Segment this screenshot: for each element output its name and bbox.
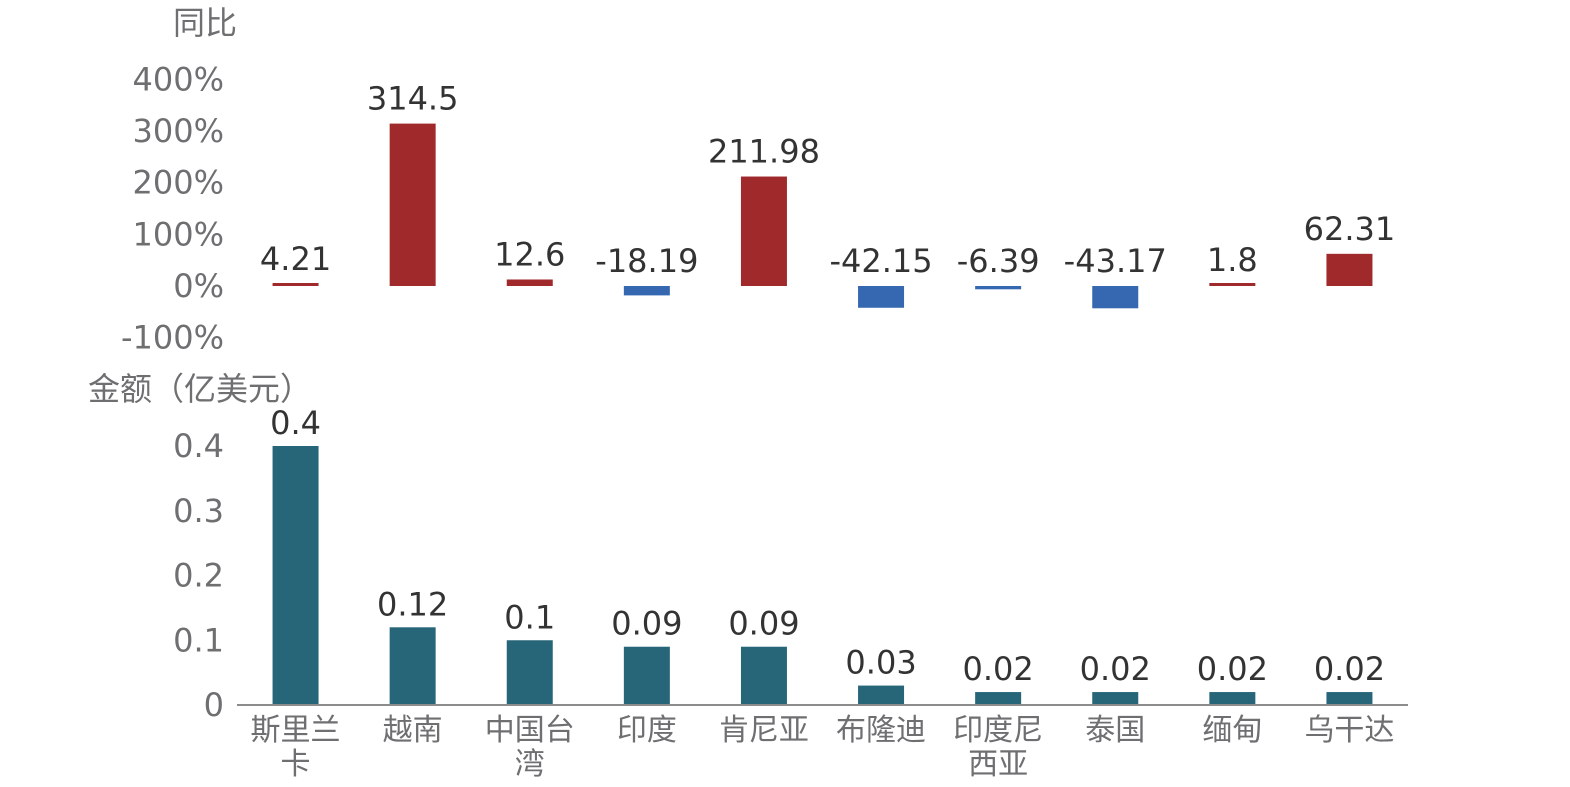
- x-tick-label: 乌干达: [1304, 713, 1394, 748]
- x-tick-label: 肯尼亚: [719, 713, 809, 748]
- yoy-data-label: 1.8: [1207, 241, 1258, 279]
- yoy-bar: [740, 176, 787, 286]
- amount-y-tick: 0.1: [173, 621, 224, 659]
- yoy-bar: [1326, 253, 1373, 286]
- yoy-bar: [1209, 283, 1256, 286]
- yoy-y-tick: 200%: [133, 164, 224, 202]
- x-tick-label: 斯里兰卡: [251, 713, 341, 782]
- amount-bar: [1092, 692, 1139, 705]
- amount-data-labels: 0.4 0.12 0.1 0.09 0.09 0.03 0.02 0.02 0.02 0.02: [270, 404, 1385, 688]
- yoy-y-tick: 0%: [173, 267, 224, 305]
- yoy-y-tick: 100%: [133, 215, 224, 253]
- amount-bar: [1209, 692, 1256, 705]
- yoy-data-label: 62.31: [1304, 210, 1396, 248]
- yoy-bar: [389, 123, 436, 287]
- x-tick-label: 缅甸: [1202, 713, 1262, 748]
- amount-bar: [1326, 692, 1373, 705]
- amount-bar: [975, 692, 1022, 705]
- yoy-data-labels: 4.21 314.5 12.6 -18.19 211.98 -42.15 -6.39 -43.…: [260, 80, 1395, 280]
- amount-bar: [389, 627, 436, 705]
- yoy-data-label: 314.5: [367, 80, 459, 118]
- amount-panel: 金额（亿美元） 0.4 0.3 0.2 0.1 0 0.4 0.12 0.1 0.09 0.09…: [88, 370, 1408, 782]
- amount-y-tick: 0: [204, 686, 224, 724]
- amount-bar: [623, 646, 670, 705]
- yoy-y-tick: -100%: [121, 319, 224, 357]
- yoy-bar: [623, 286, 670, 296]
- yoy-data-label: -42.15: [829, 242, 932, 280]
- yoy-y-tick: 300%: [133, 112, 224, 150]
- x-tick-label: 印度: [617, 713, 677, 748]
- x-tick-label: 印度尼西亚: [953, 713, 1043, 782]
- yoy-bars: [272, 123, 1373, 309]
- amount-bar: [272, 446, 319, 705]
- amount-y-tick: 0.2: [173, 557, 224, 595]
- yoy-y-ticks: 400% 300% 200% 100% 0% -100%: [121, 60, 224, 356]
- amount-data-label: 0.02: [1197, 650, 1268, 688]
- amount-bar: [506, 640, 553, 705]
- amount-y-tick: 0.4: [173, 427, 224, 465]
- amount-bar: [740, 646, 787, 705]
- x-tick-label: 中国台湾: [485, 713, 575, 782]
- amount-data-label: 0.12: [377, 585, 448, 623]
- amount-data-label: 0.09: [728, 605, 799, 643]
- x-tick-label: 泰国: [1085, 713, 1145, 748]
- yoy-data-label: -6.39: [957, 242, 1040, 280]
- yoy-bar: [858, 286, 905, 308]
- x-tick-label: 布隆迪: [836, 713, 926, 748]
- yoy-data-label: 211.98: [708, 133, 820, 171]
- yoy-data-label: -43.17: [1064, 242, 1167, 280]
- amount-data-label: 0.4: [270, 404, 321, 442]
- yoy-bar: [1092, 286, 1139, 309]
- yoy-panel: 同比 400% 300% 200% 100% 0% -100% 4.21 314.5 12.6…: [121, 4, 1395, 357]
- amount-data-label: 0.02: [1314, 650, 1385, 688]
- amount-data-label: 0.03: [845, 644, 916, 682]
- yoy-bar: [975, 286, 1022, 290]
- yoy-data-label: -18.19: [595, 242, 698, 280]
- yoy-data-label: 12.6: [494, 235, 565, 273]
- amount-data-label: 0.02: [1080, 650, 1151, 688]
- x-tick-labels: 斯里兰卡 越南 中国台湾 印度 肯尼亚 布隆迪 印度尼西亚 泰国 缅甸 乌干达: [251, 713, 1395, 782]
- x-tick-label: 越南: [383, 713, 443, 748]
- amount-data-label: 0.09: [611, 605, 682, 643]
- amount-data-label: 0.02: [963, 650, 1034, 688]
- amount-axis-label: 金额（亿美元）: [88, 370, 312, 408]
- yoy-y-tick: 400%: [133, 60, 224, 98]
- amount-y-ticks: 0.4 0.3 0.2 0.1 0: [173, 427, 224, 724]
- amount-bar: [858, 685, 905, 705]
- amount-data-label: 0.1: [504, 598, 555, 636]
- yoy-bar: [272, 283, 319, 286]
- amount-y-tick: 0.3: [173, 492, 224, 530]
- amount-bars: [272, 446, 1373, 705]
- yoy-axis-label: 同比: [173, 4, 237, 42]
- yoy-data-label: 4.21: [260, 240, 331, 278]
- yoy-bar: [506, 279, 553, 286]
